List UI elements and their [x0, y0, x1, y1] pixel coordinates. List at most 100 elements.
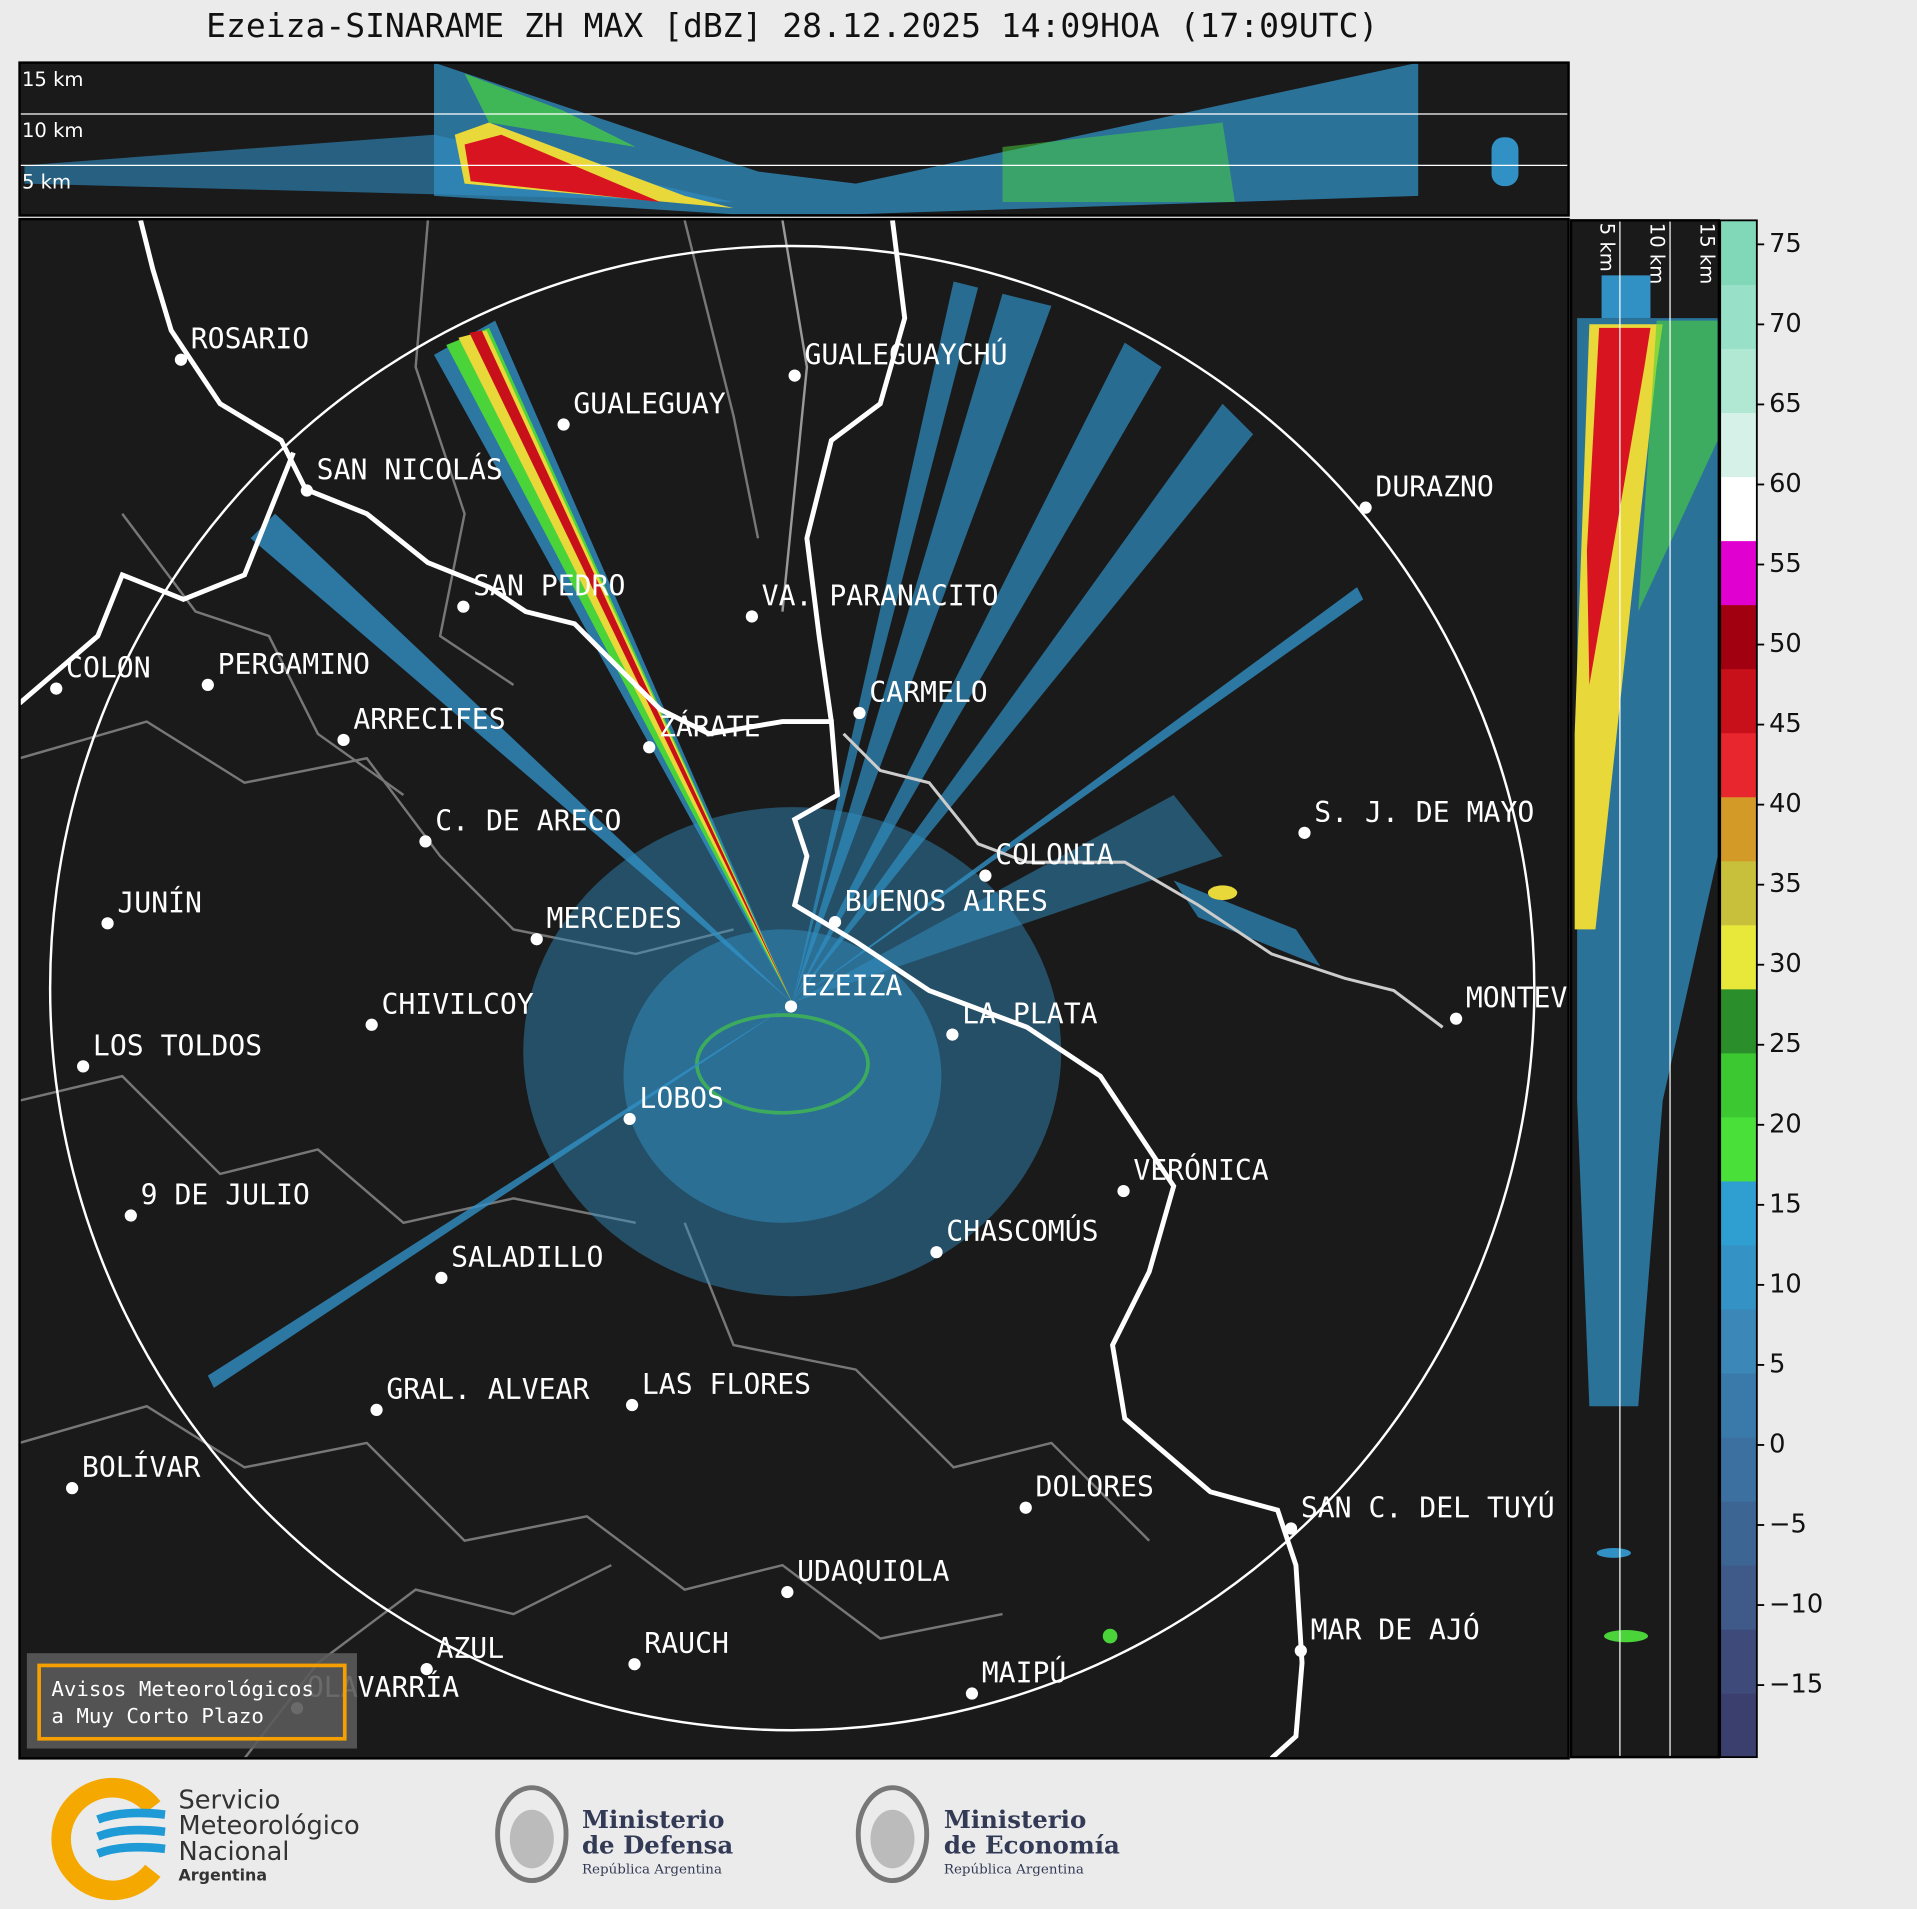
city-dot: [66, 1482, 79, 1495]
city-dot: [788, 369, 801, 382]
city-label: LA PLATA: [962, 998, 1097, 1031]
echo: [1596, 1548, 1631, 1558]
city-dot: [965, 1687, 979, 1700]
colorbar-tick-label: −15: [1769, 1670, 1823, 1700]
city-dot: [420, 1662, 433, 1676]
colorbar-segment: [1720, 988, 1757, 1054]
city-label: GUALEGUAYCHÚ: [804, 338, 1007, 372]
echo: [464, 134, 661, 203]
height-label: 5 km: [1595, 223, 1618, 272]
colorbar-tick-label: 0: [1769, 1429, 1785, 1459]
city-dot: [1294, 1644, 1307, 1657]
city-label: COLON: [66, 652, 151, 685]
city-label: UDAQUIOLA: [797, 1555, 949, 1588]
echo: [1586, 327, 1651, 685]
colorbar-segment: [1720, 796, 1757, 862]
city-dot: [1449, 1012, 1463, 1025]
city-label: LOBOS: [639, 1082, 724, 1115]
city-label: GUALEGUAY: [573, 388, 725, 421]
city-label: CHIVILCOY: [381, 988, 533, 1021]
city-label: JUNÍN: [117, 885, 202, 919]
uruguay-coast: [842, 732, 1444, 1029]
colorbar-frame: [1719, 219, 1758, 1759]
colorbar-segment: [1720, 1500, 1757, 1566]
colorbar-segment: [1720, 1052, 1757, 1118]
city-dot: [557, 418, 570, 431]
side-section: 5 km 10 km 15 km: [1571, 220, 1719, 1758]
title: Ezeiza-SINARAME ZH MAX [dBZ] 28.12.2025 …: [206, 6, 1378, 45]
height-label: 10 km: [1645, 223, 1668, 284]
city-dot: [1284, 1522, 1298, 1535]
emblem: [855, 1785, 930, 1884]
colorbar-segment: [1720, 284, 1757, 350]
city-label: SALADILLO: [451, 1241, 603, 1274]
city-dot: [77, 1060, 90, 1073]
city-dot: [1117, 1184, 1130, 1198]
city-label: BUENOS AIRES: [845, 885, 1048, 918]
city-dot: [853, 706, 866, 720]
city-label: CARMELO: [869, 676, 987, 709]
city-dot: [174, 353, 188, 366]
city-label: ROSARIO: [191, 323, 309, 356]
border: [781, 220, 809, 612]
height-label: 15 km: [1696, 223, 1719, 284]
map-frame: [18, 217, 1570, 1760]
city-label: RAUCH: [644, 1627, 729, 1660]
panel-frame: [18, 61, 1570, 217]
city-label: MAR DE AJÓ: [1311, 1613, 1480, 1647]
colorbar-segment: [1720, 1372, 1757, 1438]
city-label: S. J. DE MAYO: [1314, 796, 1534, 829]
colorbar-segment: [1720, 1629, 1757, 1694]
city-dot: [628, 1658, 641, 1671]
city-dot: [300, 484, 313, 497]
city-dot: [365, 1018, 378, 1031]
colorbar-tick-label: 50: [1769, 629, 1802, 659]
colorbar-segment: [1720, 1244, 1757, 1310]
city-label: LOS TOLDOS: [93, 1029, 262, 1062]
colorbar-segment: [1720, 732, 1757, 798]
city-dot: [623, 1112, 636, 1126]
city-dot: [625, 1398, 639, 1412]
city-label: MAIPÚ: [982, 1656, 1067, 1690]
city-label: MONTEVIDEO: [1466, 982, 1635, 1015]
colorbar-segment: [1720, 1436, 1757, 1502]
colorbar-segment: [1720, 1308, 1757, 1374]
footer: Servicio Meteorológico Nacional Argentin…: [51, 1777, 1120, 1901]
coastline: [19, 219, 1305, 1759]
logo-text: Argentina: [178, 1866, 267, 1885]
colorbar-segment: [1720, 604, 1757, 670]
colorbar-tick-label: 10: [1769, 1269, 1802, 1299]
city-label: VERÓNICA: [1133, 1153, 1268, 1187]
city-dot: [784, 1000, 798, 1013]
city-label: C. DE ARECO: [435, 804, 621, 837]
city-dot: [1019, 1501, 1032, 1514]
city-label: COLONIA: [995, 839, 1114, 872]
colorbar-tick-label: 55: [1769, 549, 1802, 579]
colorbar-segment: [1720, 220, 1757, 285]
range-ring: [48, 244, 1536, 1732]
city-dot: [1298, 826, 1311, 839]
city-label: SAN NICOLÁS: [317, 453, 503, 487]
echo: [1601, 275, 1651, 319]
emblem: [495, 1785, 569, 1884]
city-label: AZUL: [436, 1632, 504, 1665]
colorbar-tick-label: 75: [1769, 229, 1802, 259]
logo-text: Ministerio: [582, 1805, 724, 1834]
warning-text: Avisos Meteorológicos: [51, 1677, 314, 1701]
city-dot: [979, 869, 992, 882]
borders: [19, 220, 1151, 1759]
city-dot: [930, 1246, 943, 1259]
echo: [464, 73, 636, 147]
colorbar-tick-label: 30: [1769, 949, 1802, 979]
colorbar-segment: [1720, 348, 1757, 414]
colorbar-tick-label: 65: [1769, 389, 1802, 419]
city-label: CHASCOMÚS: [946, 1214, 1098, 1248]
city-label: DOLORES: [1036, 1471, 1154, 1504]
warning-box[interactable]: [37, 1663, 347, 1741]
warning-box-bg: [26, 1653, 357, 1749]
city-label: 9 DE JULIO: [141, 1179, 310, 1212]
colorbar-tick-label: −5: [1769, 1510, 1807, 1540]
city-label: DURAZNO: [1375, 471, 1493, 504]
